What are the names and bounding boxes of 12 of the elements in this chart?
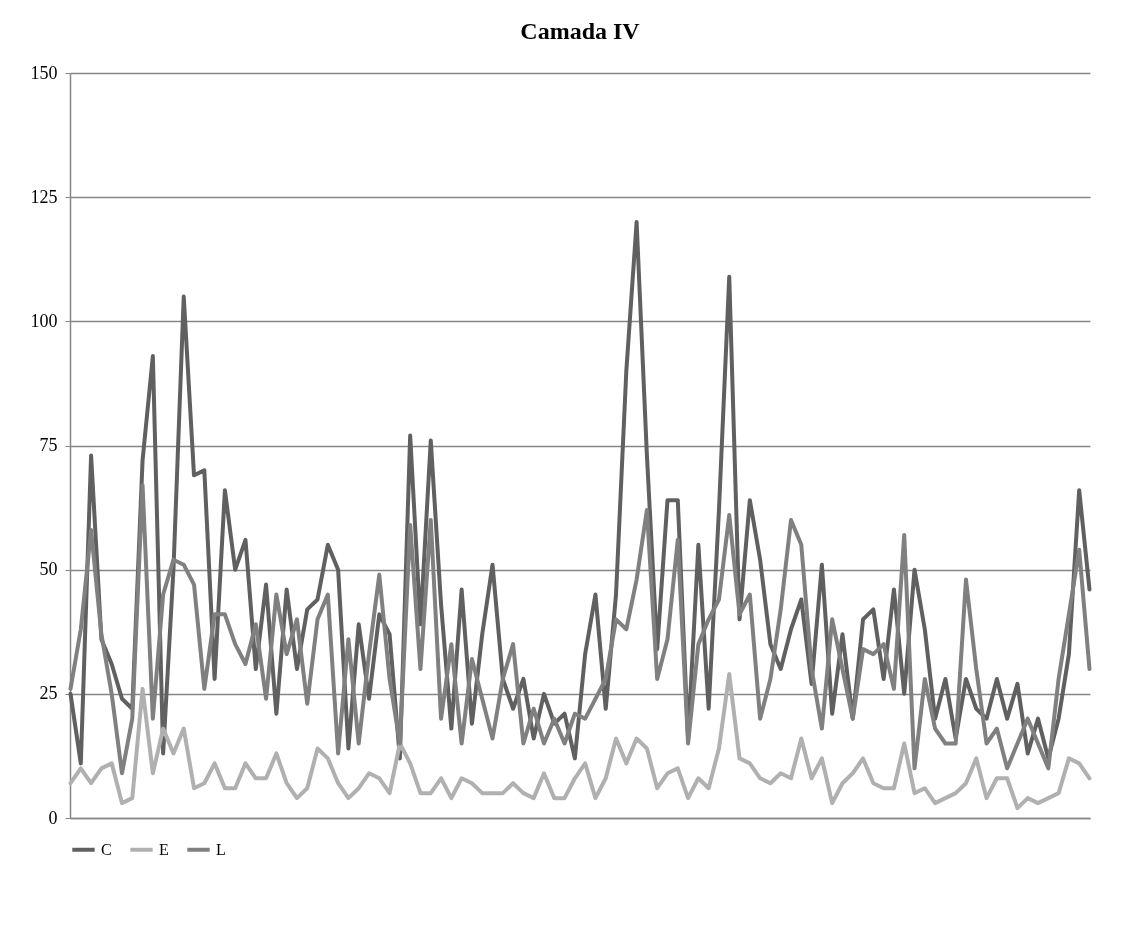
legend-label: L xyxy=(216,840,226,858)
legend-label: E xyxy=(159,840,169,858)
chart-title: Camada IV xyxy=(520,18,641,44)
y-tick-label: 75 xyxy=(39,435,58,455)
y-tick-label: 25 xyxy=(39,683,58,704)
legend-label: C xyxy=(101,840,112,858)
y-tick-label: 100 xyxy=(30,310,58,331)
y-tick-label: 125 xyxy=(30,186,58,207)
y-tick-label: 0 xyxy=(48,807,58,828)
y-tick-label: 50 xyxy=(39,559,58,580)
line-series xyxy=(68,671,1092,811)
y-tick-label: 150 xyxy=(30,62,58,83)
